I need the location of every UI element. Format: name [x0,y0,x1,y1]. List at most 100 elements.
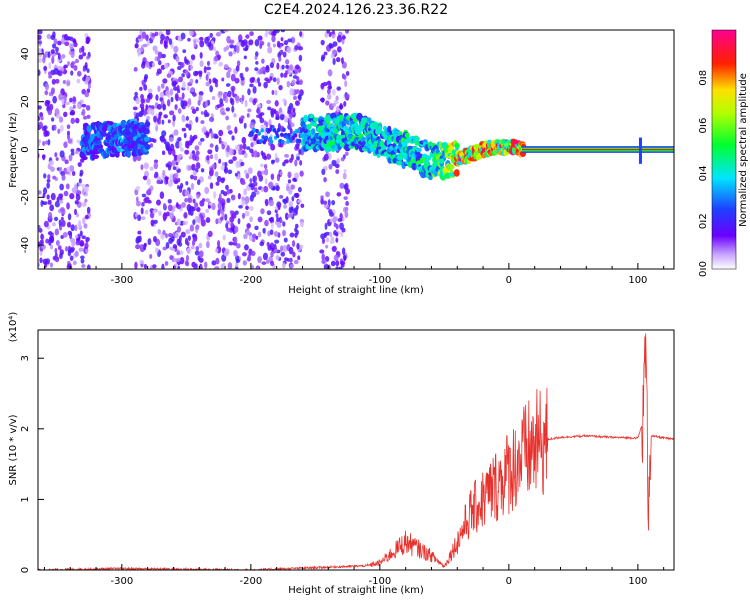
noise-blob [289,88,295,96]
colorbar-tick-label: 0.6 [698,118,709,134]
top-x-axis-label: Height of straight line (km) [288,285,424,296]
noise-blob [249,77,254,84]
noise-blob [59,116,64,123]
noise-blob [270,250,274,258]
noise-blob [252,86,257,94]
noise-blob [288,69,292,75]
noise-blob [159,191,165,199]
noise-blob [331,245,337,253]
noise-blob [143,162,149,170]
noise-blob [298,149,302,155]
noise-blob [297,46,303,51]
noise-blob [331,159,337,167]
noise-blob [134,261,138,269]
noise-blob [84,214,89,220]
noise-blob [254,67,259,71]
noise-blob [151,62,156,68]
noise-blob [261,58,265,64]
noise-blob [257,256,262,264]
noise-blob [184,197,189,203]
noise-blob [272,43,276,48]
noise-blob [280,37,284,42]
noise-blob [194,202,199,208]
ridge-blob [424,155,432,161]
noise-blob [322,200,328,205]
noise-blob [323,176,327,183]
noise-blob [205,240,210,249]
noise-blob [232,156,237,161]
noise-blob [266,99,272,105]
noise-blob [166,30,170,35]
noise-blob [290,206,294,212]
noise-blob [179,250,184,256]
noise-blob [215,257,220,265]
noise-blob [150,219,155,227]
ridge-blob [428,175,433,181]
noise-blob [269,76,273,81]
noise-blob [217,209,221,216]
noise-blob [209,182,214,190]
noise-blob [177,108,182,114]
noise-blob [143,264,148,269]
noise-blob [275,157,280,163]
x-tick-label: 100 [628,576,647,587]
noise-blob [325,191,330,198]
noise-blob [185,181,189,186]
noise-blob [140,93,144,101]
noise-blob [175,165,179,170]
noise-blob [75,117,80,124]
noise-blob [256,190,260,195]
noise-blob [288,102,294,110]
ridge-blob [286,139,290,144]
noise-blob [179,256,185,265]
noise-blob [184,260,189,266]
noise-blob [214,144,219,153]
noise-blob [189,30,194,37]
noise-blob [53,216,59,222]
noise-blob [236,60,241,67]
noise-blob [47,139,51,146]
noise-blob [211,260,217,266]
noise-blob [286,80,291,88]
noise-blob [344,211,349,219]
noise-blob [216,104,222,109]
noise-blob [197,216,201,224]
noise-blob [133,67,138,72]
noise-blob [157,60,162,66]
noise-blob [218,137,222,145]
noise-blob [279,195,284,199]
noise-blob [53,124,57,131]
noise-blob [39,239,44,245]
noise-blob [173,129,179,136]
noise-blob [48,71,52,76]
noise-blob [135,212,139,218]
ridge-blob [109,153,116,158]
noise-blob [68,165,75,172]
noise-blob [244,244,249,251]
bottom-x-axis-label: Height of straight line (km) [288,585,424,596]
noise-blob [152,264,157,269]
noise-blob [234,210,239,215]
noise-blob [64,159,69,165]
noise-blob [67,230,73,236]
noise-blob [70,62,75,69]
noise-blob [321,253,325,261]
noise-blob [275,255,280,261]
noise-blob [181,73,185,78]
noise-blob [283,237,288,243]
noise-blob [335,57,341,63]
ridge-blob [276,127,281,133]
noise-blob [282,230,286,237]
noise-blob [225,107,231,112]
noise-blob [46,33,51,40]
noise-blob [246,230,251,236]
noise-blob [139,102,145,109]
noise-blob [188,155,193,160]
noise-blob [327,152,332,160]
noise-blob [294,44,299,51]
noise-blob [341,57,344,65]
noise-blob [266,153,272,160]
noise-blob [219,98,224,105]
noise-blob [149,211,155,219]
noise-blob [132,106,138,111]
